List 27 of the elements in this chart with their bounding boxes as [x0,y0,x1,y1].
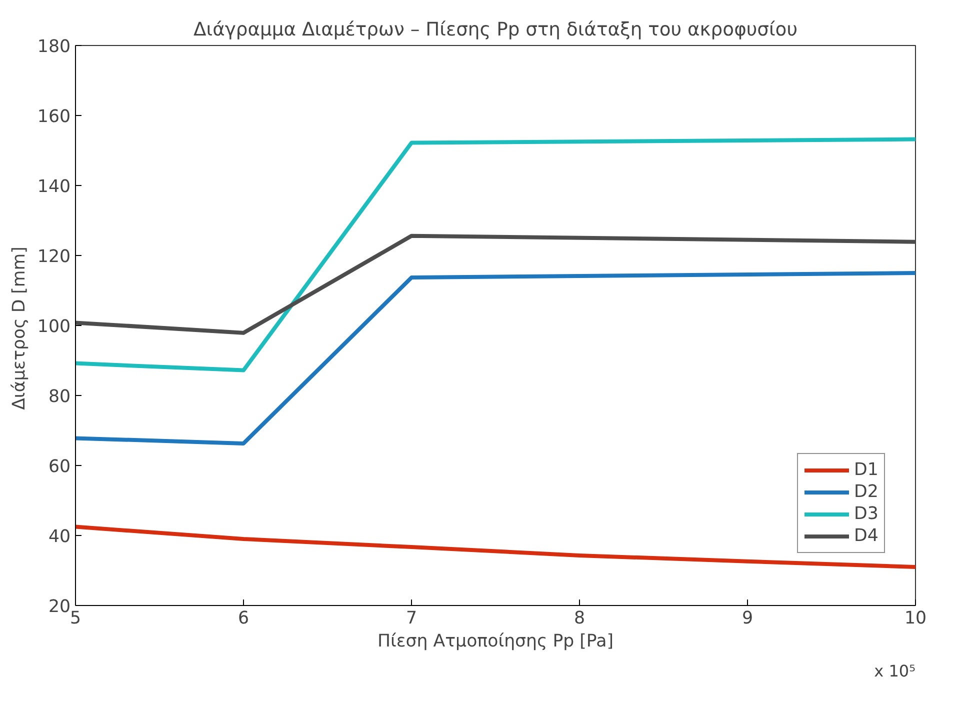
chart-title: Διάγραμμα Διαμέτρων – Πίεσης Pp στη διάταξη του ακροφυσίου [193,20,798,40]
line-series [76,234,916,335]
y-tick-label: 60 [48,457,71,477]
y-axis-title: Διάμετρος D [mm] [9,246,30,410]
y-tick-label: 40 [48,527,71,547]
x-tick-label: 7 [406,608,418,628]
legend-label: D2 [854,482,878,502]
y-tick-label: 20 [48,597,71,617]
legend-label: D4 [854,526,878,546]
y-tick-label: 140 [37,177,71,197]
legend-label: D1 [854,460,878,480]
legend-label: D3 [854,504,878,524]
line-series [76,137,916,372]
y-tick-label: 120 [37,247,71,267]
y-tick-label: 160 [37,107,71,127]
x-tick-label: 9 [742,608,754,628]
line-series [76,524,916,569]
x-axis-title: Πίεση Ατμοποίησης Pp [Pa] [378,632,614,652]
y-tick-label: 100 [37,317,71,337]
y-tick-label: 180 [37,37,71,57]
x-tick-label: 8 [574,608,586,628]
line-series [76,271,916,446]
x-tick-label: 5 [70,608,82,628]
text: x 10⁵ [874,662,916,680]
x-tick-label: 6 [238,608,250,628]
y-tick-label: 80 [48,387,71,407]
x-tick-label: 10 [904,608,927,628]
